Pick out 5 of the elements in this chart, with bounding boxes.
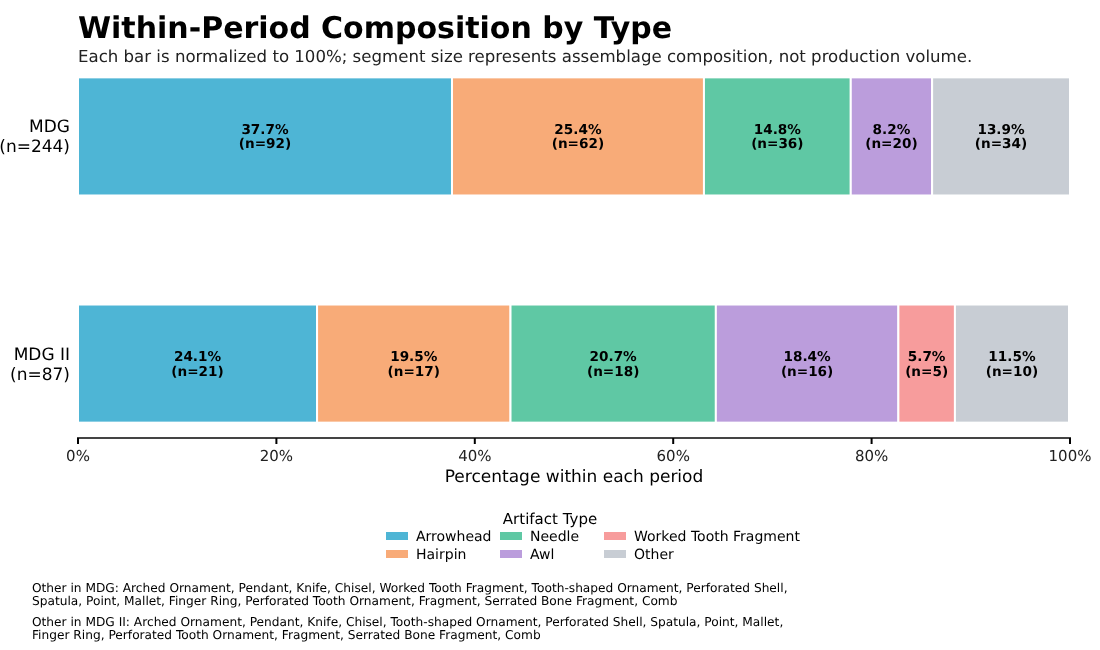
x-axis-title: Percentage within each period [444,468,704,488]
text: Each bar is normalized to 100%; segment size represents assemblage composition, not production volume. [78,46,973,66]
y-tick-label: MDG (n=244) [0,118,70,159]
chart-title: Within-Period Composition by Type [78,10,673,46]
y-tick-label: MDG II (n=87) [10,345,70,386]
